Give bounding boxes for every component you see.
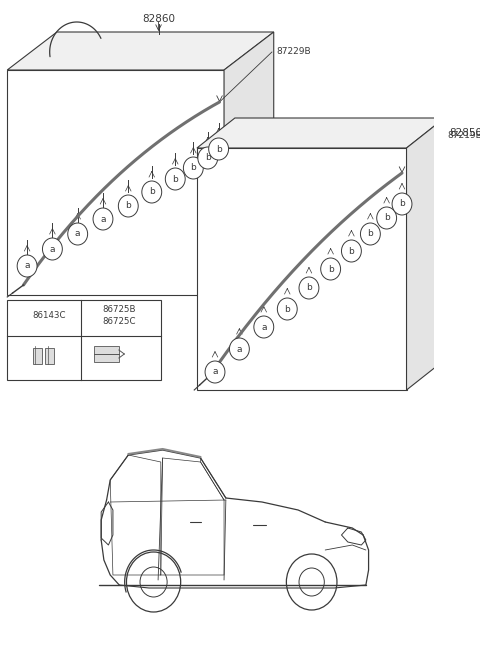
Text: a: a <box>24 261 30 271</box>
Text: b: b <box>306 284 312 293</box>
Text: b: b <box>328 265 334 274</box>
Polygon shape <box>7 32 274 70</box>
Text: b: b <box>89 307 95 316</box>
Text: a: a <box>212 367 218 377</box>
Text: b: b <box>368 229 373 238</box>
Text: b: b <box>191 164 196 172</box>
Text: b: b <box>348 246 354 255</box>
Bar <box>33 348 42 364</box>
Text: b: b <box>172 174 178 183</box>
Circle shape <box>198 147 218 169</box>
Text: b: b <box>125 202 131 210</box>
Circle shape <box>119 195 138 217</box>
Polygon shape <box>224 32 274 295</box>
Text: b: b <box>205 153 211 162</box>
Circle shape <box>205 361 225 383</box>
Text: a: a <box>19 312 24 320</box>
Text: a: a <box>49 244 55 253</box>
Circle shape <box>93 208 113 230</box>
Bar <box>7 70 224 295</box>
Text: a: a <box>100 214 106 223</box>
Circle shape <box>84 303 100 321</box>
Text: 86143C: 86143C <box>33 312 66 320</box>
Circle shape <box>299 277 319 299</box>
Text: 87219B: 87219B <box>447 132 480 141</box>
Text: 82850: 82850 <box>449 128 480 138</box>
Text: 82860: 82860 <box>142 14 175 24</box>
Circle shape <box>42 238 62 260</box>
Text: a: a <box>237 345 242 354</box>
Text: 87229B: 87229B <box>276 48 311 56</box>
Circle shape <box>254 316 274 338</box>
Circle shape <box>360 223 380 245</box>
Bar <box>7 300 161 380</box>
Text: 86725C: 86725C <box>103 318 136 326</box>
Bar <box>197 148 407 390</box>
Circle shape <box>341 240 361 262</box>
Text: b: b <box>149 187 155 196</box>
Bar <box>94 346 119 362</box>
Text: a: a <box>75 229 81 238</box>
Text: b: b <box>384 214 390 223</box>
Circle shape <box>142 181 162 203</box>
Circle shape <box>377 207 396 229</box>
Circle shape <box>229 338 249 360</box>
Text: a: a <box>261 322 266 331</box>
Bar <box>45 348 54 364</box>
Circle shape <box>209 138 228 160</box>
Text: 86725B: 86725B <box>103 305 136 314</box>
Polygon shape <box>197 118 444 148</box>
Circle shape <box>13 307 30 325</box>
Text: b: b <box>216 145 221 153</box>
Circle shape <box>17 255 37 277</box>
Circle shape <box>392 193 412 215</box>
Circle shape <box>321 258 341 280</box>
Text: b: b <box>285 305 290 314</box>
Text: b: b <box>399 200 405 208</box>
Polygon shape <box>407 118 444 390</box>
Circle shape <box>183 157 203 179</box>
Circle shape <box>165 168 185 190</box>
Circle shape <box>68 223 88 245</box>
Circle shape <box>277 298 297 320</box>
